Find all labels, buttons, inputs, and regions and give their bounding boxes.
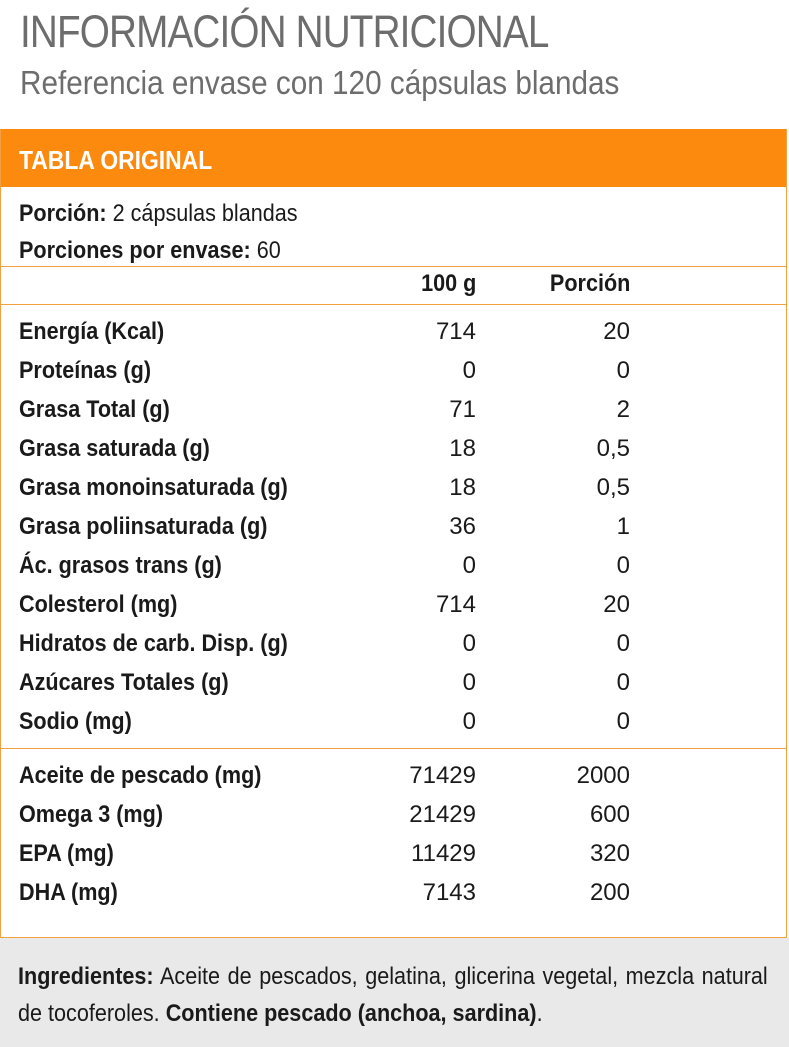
nutrition-table: TABLA ORIGINAL Porción: 2 cápsulas bland… (0, 129, 787, 938)
ingredients-text: Aceite de pescados, gelatina, glicerina … (18, 963, 768, 1027)
servings-per-container-value: 60 (256, 237, 281, 264)
nutrient-row: Grasa poliinsaturada (g) 36 1 (1, 510, 786, 549)
value-portion: 320 (589, 840, 630, 867)
allergen-warning: Contiene pescado (anchoa, sardina) (165, 1000, 537, 1027)
ingredients-section: Ingredientes: Aceite de pescados, gelati… (0, 938, 789, 1047)
nutrient-row: Grasa Total (g) 71 2 (1, 393, 786, 432)
value-portion: 0 (616, 669, 630, 696)
nutrient-name: Omega 3 (mg) (19, 801, 164, 828)
value-portion: 0,5 (596, 474, 630, 501)
serving-info: Porción: 2 cápsulas blandas Porciones po… (1, 187, 786, 267)
serving-size-label: Porción: (19, 200, 107, 227)
value-100g: 7143 (422, 879, 476, 906)
value-100g: 0 (462, 357, 476, 384)
ingredients-label: Ingredientes: (18, 963, 154, 990)
serving-size-value: 2 cápsulas blandas (112, 200, 298, 227)
value-portion: 0,5 (596, 435, 630, 462)
value-portion: 0 (616, 357, 630, 384)
nutrient-row: Grasa saturada (g) 18 0,5 (1, 432, 786, 471)
nutrient-row: Energía (Kcal) 714 20 (1, 315, 786, 354)
value-100g: 71429 (409, 762, 476, 789)
column-header-100g: 100 g (420, 270, 476, 297)
ingredients-end: . (536, 1000, 543, 1027)
servings-per-container-label: Porciones por envase: (19, 237, 251, 264)
extra-rows: Aceite de pescado (mg) 71429 2000 Omega 3 (… (1, 749, 786, 906)
value-100g: 21429 (409, 801, 476, 828)
nutrient-row: Colesterol (mg) 714 20 (1, 588, 786, 627)
value-portion: 20 (603, 318, 630, 345)
nutrient-name: EPA (mg) (19, 840, 114, 867)
nutrient-name: Energía (Kcal) (19, 318, 165, 345)
value-portion: 2 (616, 396, 630, 423)
extra-row: Aceite de pescado (mg) 71429 2000 (1, 759, 786, 798)
value-100g: 18 (449, 474, 476, 501)
nutrient-name: Grasa poliinsaturada (g) (19, 513, 268, 540)
value-100g: 18 (449, 435, 476, 462)
value-100g: 0 (462, 669, 476, 696)
band-label: TABLA ORIGINAL (19, 145, 213, 175)
value-100g: 0 (462, 708, 476, 735)
value-100g: 0 (462, 552, 476, 579)
page-title: INFORMACIÓN NUTRICIONAL (20, 6, 549, 57)
nutrient-name: Ác. grasos trans (g) (19, 552, 222, 579)
extra-row: Omega 3 (mg) 21429 600 (1, 798, 786, 837)
nutrient-row: Ác. grasos trans (g) 0 0 (1, 549, 786, 588)
nutrient-name: DHA (mg) (19, 879, 118, 906)
value-portion: 0 (616, 630, 630, 657)
nutrient-name: Hidratos de carb. Disp. (g) (19, 630, 288, 657)
value-portion: 2000 (576, 762, 630, 789)
value-100g: 714 (435, 591, 476, 618)
value-100g: 11429 (411, 840, 476, 867)
extra-row: EPA (mg) 11429 320 (1, 837, 786, 876)
nutrient-name: Grasa monoinsaturada (g) (19, 474, 288, 501)
servings-per-container-row: Porciones por envase: 60 (19, 236, 768, 273)
table-band: TABLA ORIGINAL (1, 129, 786, 187)
column-header-row: 100 g Porción (1, 267, 786, 305)
value-portion: 0 (616, 708, 630, 735)
extra-row: DHA (mg) 7143 200 (1, 876, 786, 915)
value-portion: 600 (589, 801, 630, 828)
page-subtitle: Referencia envase con 120 cápsulas bland… (20, 64, 620, 101)
nutrient-row: Grasa monoinsaturada (g) 18 0,5 (1, 471, 786, 510)
nutrient-name: Azúcares Totales (g) (19, 669, 229, 696)
value-100g: 71 (449, 396, 476, 423)
nutrient-name: Sodio (mg) (19, 708, 132, 735)
value-100g: 36 (449, 513, 476, 540)
nutrient-row: Azúcares Totales (g) 0 0 (1, 666, 786, 705)
nutrient-row: Hidratos de carb. Disp. (g) 0 0 (1, 627, 786, 666)
value-100g: 714 (435, 318, 476, 345)
serving-size-row: Porción: 2 cápsulas blandas (19, 199, 768, 236)
nutrient-rows: Energía (Kcal) 714 20 Proteínas (g) 0 0 Grasa … (1, 305, 786, 749)
value-100g: 0 (462, 630, 476, 657)
nutrient-row: Sodio (mg) 0 0 (1, 705, 786, 744)
nutrient-name: Grasa saturada (g) (19, 435, 210, 462)
nutrient-name: Proteínas (g) (19, 357, 152, 384)
value-portion: 1 (616, 513, 630, 540)
value-portion: 200 (589, 879, 630, 906)
nutrient-name: Grasa Total (g) (19, 396, 170, 423)
value-portion: 0 (616, 552, 630, 579)
nutrient-row: Proteínas (g) 0 0 (1, 354, 786, 393)
nutrient-name: Aceite de pescado (mg) (19, 762, 262, 789)
column-header-portion: Porción (549, 270, 630, 297)
nutrient-name: Colesterol (mg) (19, 591, 178, 618)
value-portion: 20 (603, 591, 630, 618)
